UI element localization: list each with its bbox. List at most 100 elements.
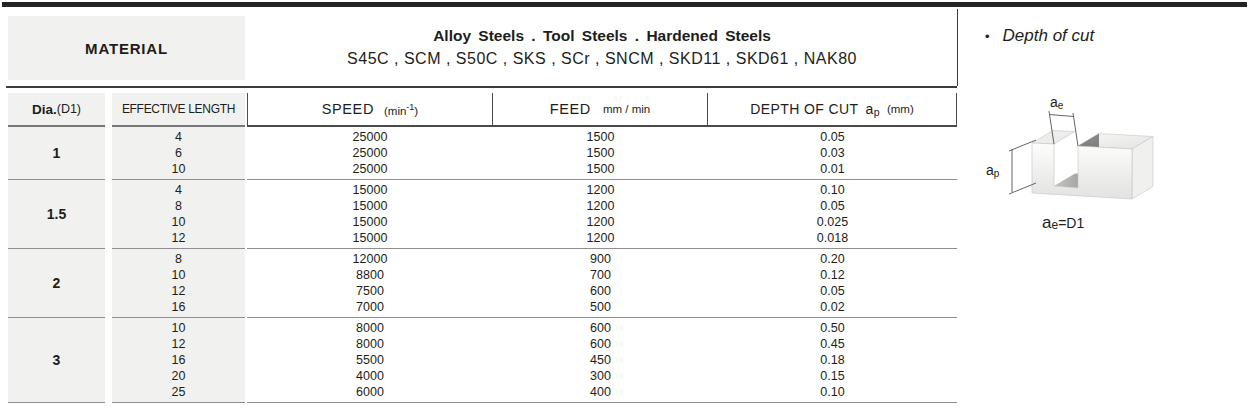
effective-length-value: 8 bbox=[112, 251, 245, 267]
dia-group-1-5: 1.5 4 8 10 12 1500012000.10 1500012000.0… bbox=[6, 180, 957, 249]
depth-of-cut-diagram-wrap: ae ap ae=D1 bbox=[980, 95, 1160, 240]
feed-value: 600 bbox=[493, 320, 708, 336]
effective-length-value: 16 bbox=[112, 352, 245, 368]
feed-value: 1500 bbox=[493, 129, 708, 145]
feed-value: 1200 bbox=[493, 214, 708, 230]
dia-value: 3 bbox=[8, 318, 105, 403]
feed-value: 300 bbox=[493, 368, 708, 384]
table-row: 120009000.20 bbox=[247, 251, 957, 267]
speed-value: 15000 bbox=[247, 182, 493, 198]
effective-length-value: 10 bbox=[112, 214, 245, 230]
column-header-feed: FEED mm / min bbox=[493, 93, 708, 127]
table-row: 40003000.15 bbox=[247, 368, 957, 384]
depth-value: 0.18 bbox=[708, 352, 957, 368]
speed-unit: (min-1) bbox=[384, 102, 418, 117]
depth-value: 0.01 bbox=[708, 161, 957, 177]
depth-value: 0.05 bbox=[708, 129, 957, 145]
effective-length-label: EFFECTIVE LENGTH bbox=[122, 102, 235, 116]
column-header-dia: Dia.(D1) bbox=[8, 93, 105, 127]
column-header-depth-of-cut: DEPTH OF CUT ap (mm) bbox=[708, 93, 957, 127]
speed-value: 25000 bbox=[247, 161, 493, 177]
feed-value: 600 bbox=[493, 283, 708, 299]
feed-value: 1500 bbox=[493, 145, 708, 161]
effective-length-value: 4 bbox=[112, 182, 245, 198]
table-row: 1500012000.10 bbox=[247, 182, 957, 198]
speed-value: 15000 bbox=[247, 198, 493, 214]
cutting-conditions-table: MATERIAL Alloy Steels . Tool Steels . Ha… bbox=[6, 9, 957, 403]
depth-of-cut-diagram: ae ap ae=D1 bbox=[980, 95, 1160, 240]
table-row: 1500012000.05 bbox=[247, 198, 957, 214]
effective-length-value: 10 bbox=[112, 267, 245, 283]
speed-label: SPEED bbox=[322, 101, 374, 117]
steel-grades-line: S45C , SCM , S50C , SKS , SCr , SNCM , S… bbox=[347, 50, 857, 68]
ae-extension-line bbox=[1073, 113, 1078, 146]
dia-group-3: 3 10 12 16 20 25 80006000.50 80006000.45… bbox=[6, 318, 957, 403]
effective-length-value: 6 bbox=[112, 145, 245, 161]
dia-group-2: 2 8 10 12 16 120009000.20 88007000.12 75… bbox=[6, 249, 957, 318]
feed-value: 1200 bbox=[493, 198, 708, 214]
effective-length-value: 20 bbox=[112, 368, 245, 384]
speed-value: 8000 bbox=[247, 336, 493, 352]
bullet-icon: • bbox=[985, 29, 990, 44]
material-value-cell: Alloy Steels . Tool Steels . Hardened St… bbox=[247, 9, 958, 86]
effective-length-value: 4 bbox=[112, 129, 245, 145]
speed-value: 8000 bbox=[247, 320, 493, 336]
effective-length-cell: 4 8 10 12 bbox=[112, 180, 245, 249]
dia-sub-label: (D1) bbox=[57, 102, 81, 116]
feed-value: 500 bbox=[493, 299, 708, 315]
feed-unit: mm / min bbox=[603, 103, 650, 115]
depth-label: DEPTH OF CUT bbox=[750, 101, 858, 117]
depth-value: 0.45 bbox=[708, 336, 957, 352]
catalog-page: { "table": { "material_label": "MATERIAL… bbox=[0, 0, 1250, 411]
material-label: MATERIAL bbox=[85, 40, 168, 57]
steel-class-line: Alloy Steels . Tool Steels . Hardened St… bbox=[433, 27, 771, 45]
effective-length-value: 12 bbox=[112, 336, 245, 352]
depth-value: 0.20 bbox=[708, 251, 957, 267]
ae-dimension-line bbox=[1050, 115, 1074, 117]
speed-value: 25000 bbox=[247, 129, 493, 145]
effective-length-value: 10 bbox=[112, 161, 245, 177]
effective-length-cell: 4 6 10 bbox=[112, 127, 245, 180]
depth-value: 0.018 bbox=[708, 230, 957, 246]
table-row: 1500012000.025 bbox=[247, 214, 957, 230]
effective-length-value: 16 bbox=[112, 299, 245, 315]
ae-equals-d1-label: ae=D1 bbox=[1042, 213, 1084, 232]
data-cell: 1500012000.10 1500012000.05 1500012000.0… bbox=[247, 180, 957, 249]
depth-value: 0.05 bbox=[708, 198, 957, 214]
data-cell: 2500015000.05 2500015000.03 2500015000.0… bbox=[247, 127, 957, 180]
dia-value: 1.5 bbox=[8, 180, 105, 249]
table-row: 75006000.05 bbox=[247, 283, 957, 299]
table-row: 60004000.10 bbox=[247, 384, 957, 400]
speed-value: 4000 bbox=[247, 368, 493, 384]
table-row: 80006000.50 bbox=[247, 320, 957, 336]
dia-label: Dia. bbox=[32, 102, 57, 117]
depth-value: 0.12 bbox=[708, 267, 957, 283]
depth-value: 0.10 bbox=[708, 182, 957, 198]
block-front-face bbox=[1032, 143, 1132, 199]
feed-value: 400 bbox=[493, 384, 708, 400]
depth-value: 0.10 bbox=[708, 384, 957, 400]
ae-label: ae bbox=[1050, 95, 1064, 111]
effective-length-value: 25 bbox=[112, 384, 245, 400]
effective-length-cell: 8 10 12 16 bbox=[112, 249, 245, 318]
depth-value: 0.025 bbox=[708, 214, 957, 230]
column-header-speed: SPEED (min-1) bbox=[247, 93, 493, 127]
speed-value: 15000 bbox=[247, 214, 493, 230]
depth-of-cut-heading: • Depth of cut bbox=[985, 26, 1094, 46]
effective-length-value: 12 bbox=[112, 283, 245, 299]
data-cell: 120009000.20 88007000.12 75006000.05 700… bbox=[247, 249, 957, 318]
dia-value: 2 bbox=[8, 249, 105, 318]
feed-value: 600 bbox=[493, 336, 708, 352]
feed-label: FEED bbox=[550, 101, 591, 117]
table-row: 2500015000.03 bbox=[247, 145, 957, 161]
feed-value: 1200 bbox=[493, 182, 708, 198]
table-row: 55004500.18 bbox=[247, 352, 957, 368]
column-header-row: Dia.(D1) EFFECTIVE LENGTH SPEED (min-1) … bbox=[6, 93, 957, 127]
depth-symbol: ap bbox=[865, 101, 879, 118]
feed-value: 900 bbox=[493, 251, 708, 267]
table-row: 88007000.12 bbox=[247, 267, 957, 283]
dia-value: 1 bbox=[8, 127, 105, 180]
table-row: 2500015000.05 bbox=[247, 129, 957, 145]
table-body: 1 4 6 10 2500015000.05 2500015000.03 250… bbox=[6, 127, 957, 403]
speed-value: 12000 bbox=[247, 251, 493, 267]
